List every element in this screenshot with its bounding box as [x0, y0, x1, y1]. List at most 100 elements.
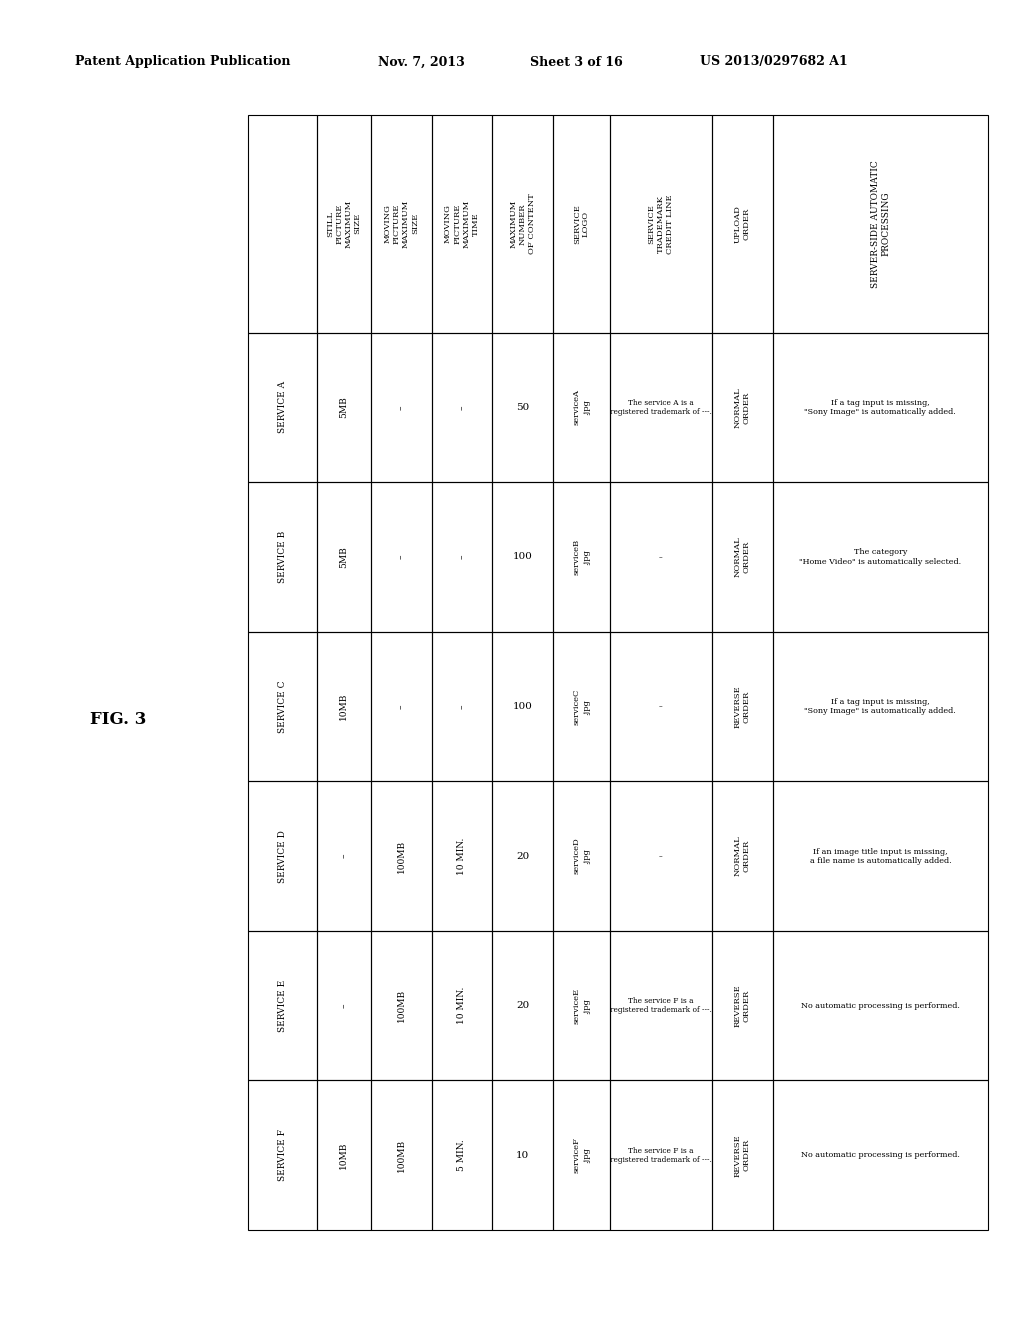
Bar — [431, 632, 493, 781]
Bar — [712, 115, 773, 333]
Text: 50: 50 — [516, 403, 529, 412]
Bar — [431, 482, 493, 632]
Text: serviceF
.jpg: serviceF .jpg — [572, 1138, 590, 1173]
Bar — [712, 632, 773, 781]
Bar — [371, 333, 431, 482]
Bar — [610, 781, 712, 931]
Bar — [610, 333, 712, 482]
Bar — [493, 115, 553, 333]
Bar — [553, 333, 610, 482]
Bar — [712, 781, 773, 931]
Bar — [316, 333, 371, 482]
Text: SERVICE A: SERVICE A — [278, 381, 287, 433]
Text: FIG. 3: FIG. 3 — [90, 711, 146, 729]
Bar — [316, 482, 371, 632]
Bar — [493, 482, 553, 632]
Text: –: – — [458, 554, 466, 560]
Text: UPLOAD
ORDER: UPLOAD ORDER — [734, 205, 751, 243]
Text: SERVICE C: SERVICE C — [278, 680, 287, 733]
Text: SERVICE D: SERVICE D — [278, 830, 287, 883]
Bar — [316, 781, 371, 931]
Bar — [553, 115, 610, 333]
Text: The category
"Home Video" is automatically selected.: The category "Home Video" is automatical… — [800, 548, 962, 565]
Bar — [493, 931, 553, 1081]
Text: 100: 100 — [513, 702, 532, 711]
Bar — [773, 115, 988, 333]
Text: serviceC
.jpg: serviceC .jpg — [572, 688, 590, 725]
Text: 10: 10 — [516, 1151, 529, 1160]
Bar — [553, 482, 610, 632]
Bar — [371, 115, 431, 333]
Bar — [773, 931, 988, 1081]
Bar — [610, 482, 712, 632]
Bar — [431, 1081, 493, 1230]
Bar — [553, 1081, 610, 1230]
Bar — [712, 931, 773, 1081]
Bar — [248, 333, 316, 482]
Bar — [610, 1081, 712, 1230]
Text: Patent Application Publication: Patent Application Publication — [75, 55, 291, 69]
Bar — [493, 781, 553, 931]
Bar — [316, 931, 371, 1081]
Text: 20: 20 — [516, 851, 529, 861]
Bar — [553, 632, 610, 781]
Bar — [773, 333, 988, 482]
Text: –: – — [339, 854, 348, 858]
Text: If a tag input is missing,
"Sony Image" is automatically added.: If a tag input is missing, "Sony Image" … — [805, 698, 956, 715]
Bar — [493, 1081, 553, 1230]
Bar — [371, 1081, 431, 1230]
Text: –: – — [339, 1003, 348, 1008]
Bar — [773, 632, 988, 781]
Bar — [316, 1081, 371, 1230]
Bar — [610, 115, 712, 333]
Bar — [773, 1081, 988, 1230]
Bar — [248, 1081, 316, 1230]
Bar — [431, 781, 493, 931]
Bar — [248, 482, 316, 632]
Bar — [371, 632, 431, 781]
Bar — [610, 632, 712, 781]
Text: –: – — [396, 705, 406, 709]
Bar — [712, 333, 773, 482]
Text: NORMAL
ORDER: NORMAL ORDER — [734, 387, 751, 428]
Text: 10MB: 10MB — [339, 693, 348, 721]
Text: The service F is a
registered trademark of ---.: The service F is a registered trademark … — [610, 997, 712, 1014]
Text: –: – — [458, 705, 466, 709]
Text: MOVING
PICTURE
MAXIMUM
TIME: MOVING PICTURE MAXIMUM TIME — [444, 199, 479, 248]
Bar — [248, 115, 316, 333]
Text: –: – — [659, 553, 663, 561]
Bar — [773, 482, 988, 632]
Text: SERVICE B: SERVICE B — [278, 531, 287, 583]
Text: serviceB
.jpg: serviceB .jpg — [572, 539, 590, 576]
Text: The service F is a
registered trademark of ---.: The service F is a registered trademark … — [610, 1147, 712, 1164]
Text: If a tag input is missing,
"Sony Image" is automatically added.: If a tag input is missing, "Sony Image" … — [805, 399, 956, 416]
Text: –: – — [659, 853, 663, 861]
Bar — [316, 115, 371, 333]
Bar — [371, 781, 431, 931]
Bar — [712, 1081, 773, 1230]
Text: 100MB: 100MB — [396, 989, 406, 1022]
Bar — [371, 482, 431, 632]
Text: –: – — [458, 405, 466, 409]
Text: MAXIMUM
NUMBER
OF CONTENT: MAXIMUM NUMBER OF CONTENT — [509, 194, 536, 255]
Text: SERVICE E: SERVICE E — [278, 979, 287, 1032]
Text: REVERSE
ORDER: REVERSE ORDER — [734, 985, 751, 1027]
Text: Nov. 7, 2013: Nov. 7, 2013 — [378, 55, 465, 69]
Text: SERVER-SIDE AUTOMATIC
PROCESSING: SERVER-SIDE AUTOMATIC PROCESSING — [870, 160, 890, 288]
Bar — [553, 781, 610, 931]
Text: serviceA
.jpg: serviceA .jpg — [572, 389, 590, 425]
Text: 100: 100 — [513, 553, 532, 561]
Text: 100MB: 100MB — [396, 1139, 406, 1172]
Bar — [553, 931, 610, 1081]
Text: 100MB: 100MB — [396, 840, 406, 873]
Text: 10MB: 10MB — [339, 1142, 348, 1170]
Text: US 2013/0297682 A1: US 2013/0297682 A1 — [700, 55, 848, 69]
Bar — [431, 333, 493, 482]
Text: –: – — [659, 702, 663, 710]
Bar — [493, 632, 553, 781]
Text: MOVING
PICTURE
MAXIMUM
SIZE: MOVING PICTURE MAXIMUM SIZE — [383, 199, 419, 248]
Bar — [712, 482, 773, 632]
Text: 10 MIN.: 10 MIN. — [458, 987, 466, 1024]
Text: SERVICE
TRADEMARK
CREDIT LINE: SERVICE TRADEMARK CREDIT LINE — [648, 194, 674, 253]
Bar — [610, 931, 712, 1081]
